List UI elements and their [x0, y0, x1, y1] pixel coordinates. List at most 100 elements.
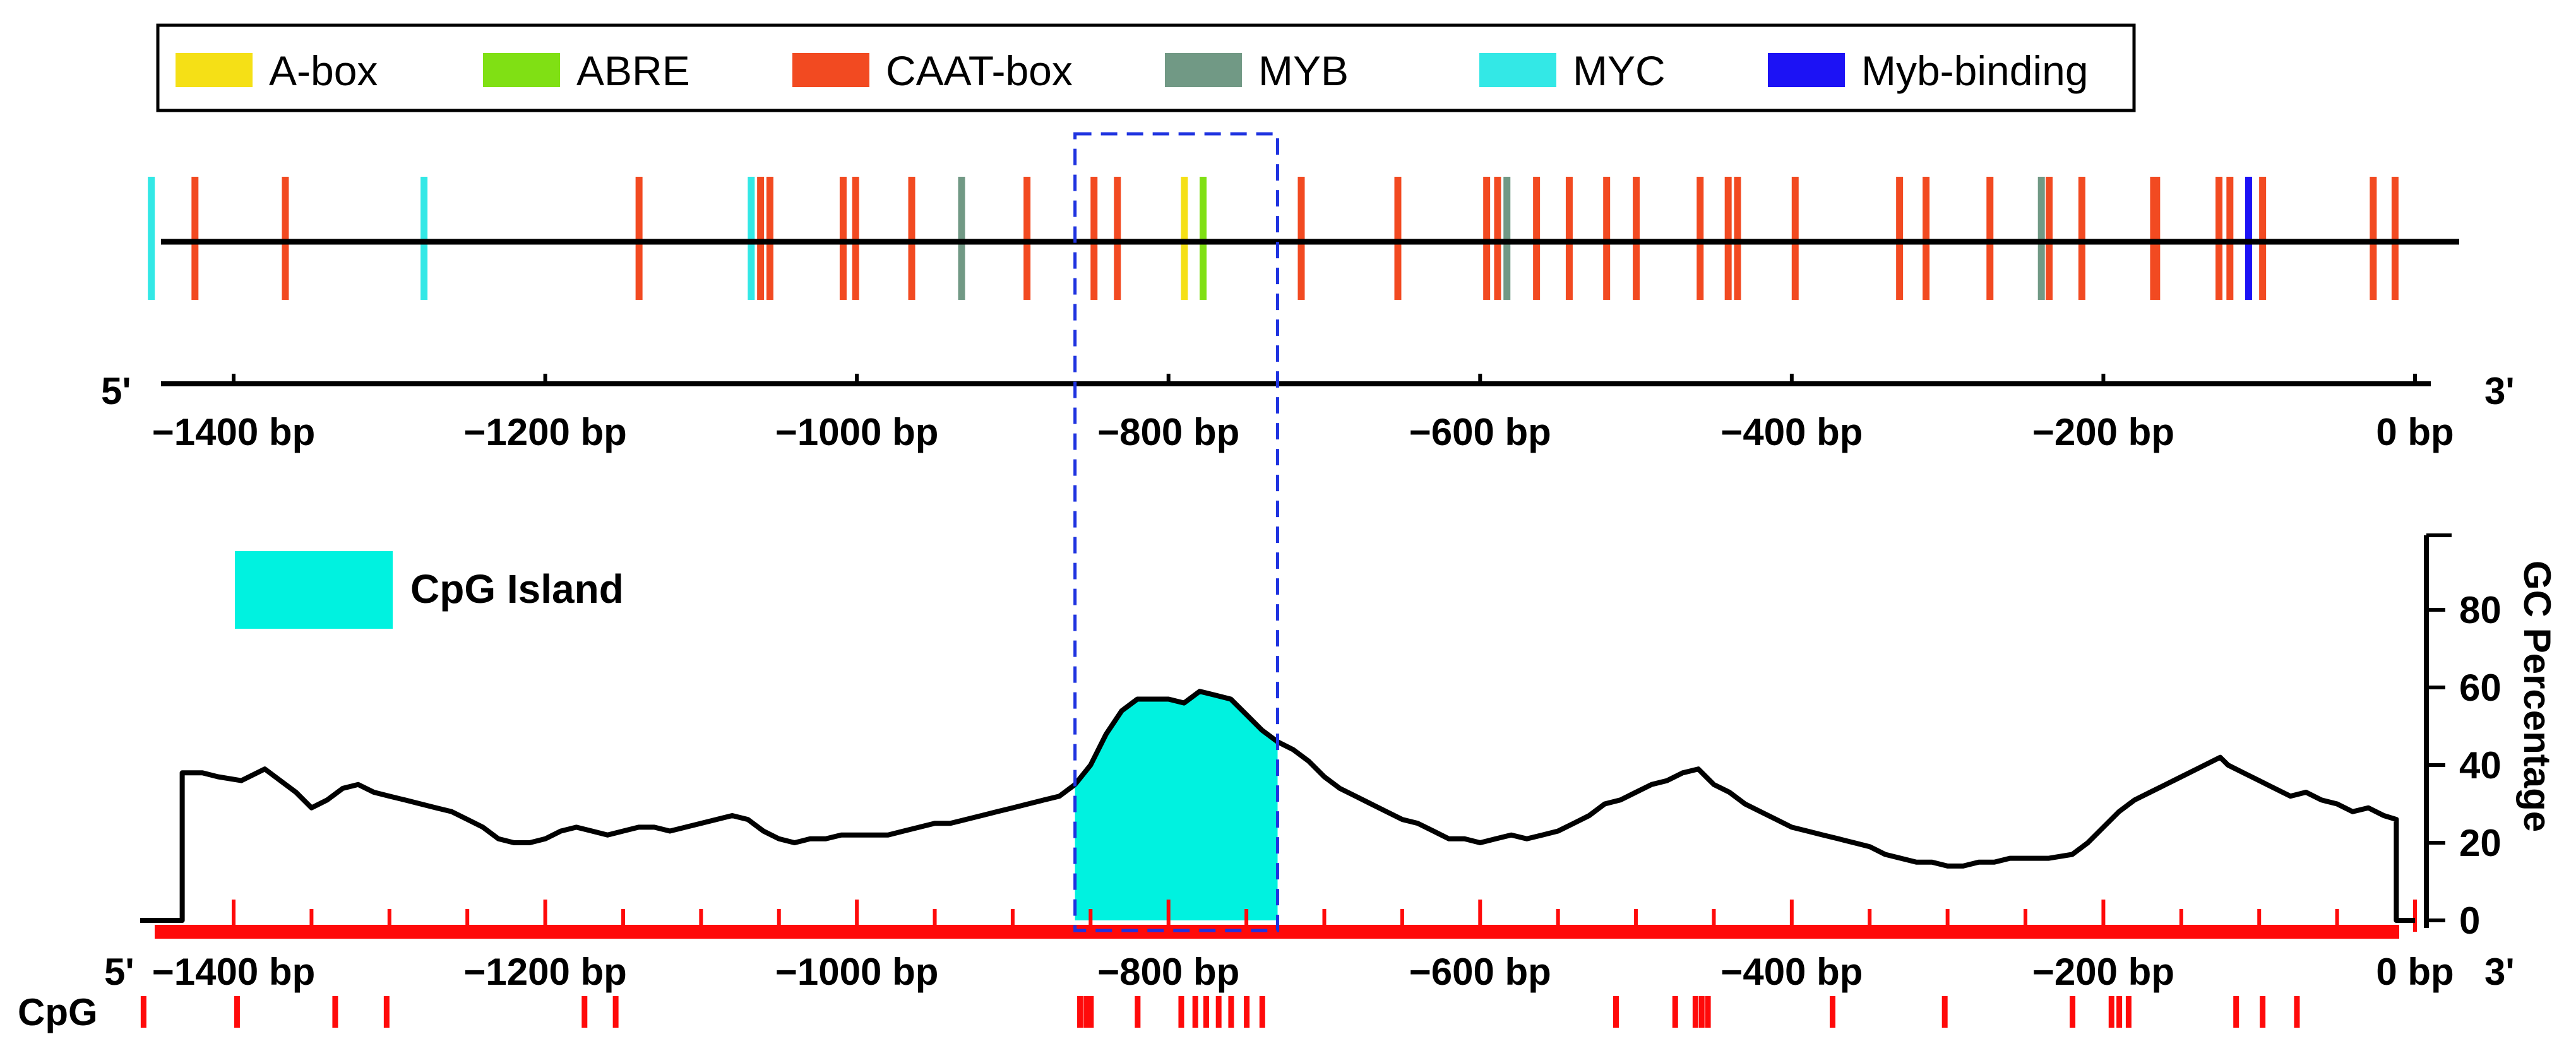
- legend-label-abre: ABRE: [576, 47, 690, 94]
- legend-label-caat-box: CAAT-box: [886, 47, 1073, 94]
- gc-y-tick-label: 20: [2459, 822, 2501, 864]
- motif-axis-tick-label: −800 bp: [1097, 411, 1239, 453]
- motif-mark-caat-box: [1483, 177, 1491, 300]
- motif-mark-caat-box: [1986, 177, 1994, 300]
- gc-y-tick-label: 80: [2459, 589, 2501, 631]
- cpg-site-mark: [2116, 996, 2123, 1028]
- gc-percentage-line: [140, 689, 2415, 923]
- motif-axis-tick-label: −400 bp: [1720, 411, 1863, 453]
- motif-mark-caat-box: [1791, 177, 1799, 300]
- motif-mark-caat-box: [282, 177, 289, 300]
- motif-mark-caat-box: [766, 177, 773, 300]
- cpg-site-mark: [1228, 996, 1234, 1028]
- cpg-site-mark: [1178, 996, 1184, 1028]
- motif-mark-caat-box: [1565, 177, 1573, 300]
- cpg-site-mark: [1215, 996, 1222, 1028]
- motif-mark-caat-box: [2046, 177, 2053, 300]
- legend: A-box ABRE CAAT-box MYB MYC Myb-binding: [156, 23, 2136, 112]
- gc-axis-tick-label: −400 bp: [1720, 951, 1863, 993]
- gc-y-tick-label: 0: [2459, 900, 2480, 942]
- motif-mark-caat-box: [2153, 177, 2161, 300]
- cpg-site-mark: [2294, 996, 2300, 1028]
- motif-axis-3prime: 3': [2484, 370, 2515, 412]
- motif-mark-caat-box: [1724, 177, 1732, 300]
- cpg-site-mark: [234, 996, 240, 1028]
- motif-mark-caat-box: [852, 177, 859, 300]
- motif-mark-caat-box: [2078, 177, 2085, 300]
- motif-mark-abre: [1200, 177, 1207, 300]
- cpg-site-mark: [2260, 996, 2266, 1028]
- cpg-site-mark: [140, 996, 146, 1028]
- motif-mark-caat-box: [1394, 177, 1402, 300]
- legend-item-caat-box: CAAT-box: [792, 47, 1073, 94]
- gc-axis-tick-label: −1000 bp: [775, 951, 939, 993]
- gc-axis-5prime: 5': [104, 951, 134, 993]
- legend-swatch-abre: [483, 53, 560, 87]
- gc-axis-tick-label: −1400 bp: [152, 951, 316, 993]
- cpg-site-mark: [1830, 996, 1836, 1028]
- cpg-site-mark: [332, 996, 338, 1028]
- motif-mark-caat-box: [1023, 177, 1031, 300]
- legend-swatch-myb-binding: [1768, 53, 1845, 87]
- legend-label-a-box: A-box: [269, 47, 378, 94]
- motif-axis-tick-label: −1400 bp: [152, 411, 316, 453]
- cpg-site-mark: [612, 996, 619, 1028]
- gc-axis-tick-label: −1200 bp: [463, 951, 627, 993]
- motif-mark-caat-box: [1494, 177, 1501, 300]
- cpg-site-mark: [1088, 996, 1094, 1028]
- legend-item-myc: MYC: [1479, 47, 1666, 94]
- legend-label-myc: MYC: [1573, 47, 1666, 94]
- legend-swatch-a-box: [176, 53, 253, 87]
- motif-axis-tick-label: −200 bp: [2032, 411, 2174, 453]
- gc-plot: CpG Island 0 20 40 60 80 GC Percentage −1400…: [18, 533, 2558, 1033]
- motif-mark-myc: [148, 177, 155, 300]
- motif-mark-myb: [958, 177, 965, 300]
- legend-swatch-myb: [1165, 53, 1242, 87]
- motif-mark-caat-box: [1533, 177, 1541, 300]
- motif-mark-myc: [748, 177, 755, 300]
- motif-axis-tick-label: −600 bp: [1409, 411, 1551, 453]
- motif-mark-caat-box: [2391, 177, 2399, 300]
- motif-mark-caat-box: [1923, 177, 1930, 300]
- cpg-site-mark: [1244, 996, 1250, 1028]
- motif-mark-caat-box: [1696, 177, 1704, 300]
- cpg-site-mark: [1135, 996, 1141, 1028]
- highlight-region: [1073, 132, 1279, 932]
- cpg-site-mark: [1705, 996, 1711, 1028]
- motif-axis-tick-label: −1200 bp: [463, 411, 627, 453]
- motif-mark-caat-box: [2226, 177, 2234, 300]
- motif-mark-caat-box: [191, 177, 199, 300]
- cpg-island-legend: CpG Island: [235, 551, 624, 629]
- legend-item-myb: MYB: [1165, 47, 1349, 94]
- gc-y-tick-label: 40: [2459, 744, 2501, 787]
- cpg-island-legend-label: CpG Island: [410, 566, 624, 612]
- cpg-site-mark: [1613, 996, 1619, 1028]
- cpg-site-mark: [1259, 996, 1265, 1028]
- gc-axis-tick-label: −200 bp: [2032, 951, 2174, 993]
- motif-mark-caat-box: [2215, 177, 2223, 300]
- motif-mark-caat-box: [1114, 177, 1121, 300]
- cpg-site-mark: [1692, 996, 1698, 1028]
- cpg-site-mark: [1672, 996, 1678, 1028]
- gc-axis-3prime: 3': [2484, 951, 2515, 993]
- gc-y-tick-label: 60: [2459, 667, 2501, 709]
- legend-label-myb-binding: Myb-binding: [1861, 47, 2089, 94]
- motif-mark-caat-box: [1633, 177, 1640, 300]
- motif-mark-myb: [1503, 177, 1511, 300]
- legend-label-myb: MYB: [1258, 47, 1349, 94]
- gc-axis-tick-label: −600 bp: [1409, 951, 1551, 993]
- motif-mark-a-box: [1181, 177, 1188, 300]
- motif-mark-caat-box: [1297, 177, 1305, 300]
- motif-mark-myb: [2037, 177, 2045, 300]
- cpg-site-mark: [1941, 996, 1948, 1028]
- legend-swatch-myc: [1479, 53, 1556, 87]
- cpg-site-mark: [2108, 996, 2114, 1028]
- cpg-site-mark: [2070, 996, 2076, 1028]
- motif-mark-caat-box: [908, 177, 915, 300]
- cpg-site-mark: [1083, 996, 1089, 1028]
- cpg-site-mark: [2125, 996, 2132, 1028]
- motif-axis-tick-label: 0 bp: [2376, 411, 2454, 453]
- gc-axis-tick-label: −800 bp: [1097, 951, 1239, 993]
- motif-mark-caat-box: [1734, 177, 1741, 300]
